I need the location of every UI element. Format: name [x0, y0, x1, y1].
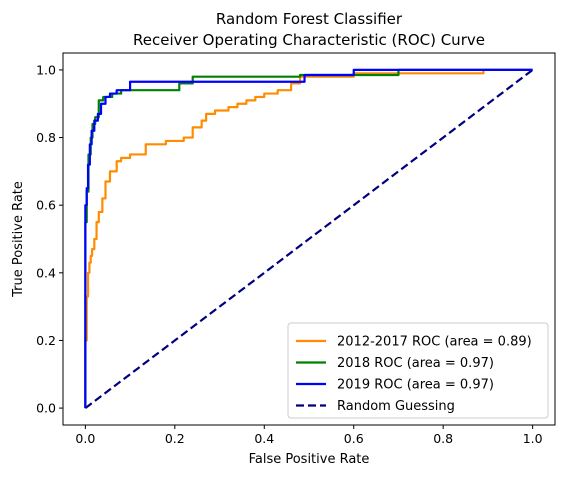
legend-label: 2012-2017 ROC (area = 0.89) [337, 335, 532, 350]
y-tick-label: 0.4 [36, 265, 56, 280]
series-line-2 [84, 68, 533, 409]
x-tick-label: 1.0 [523, 431, 543, 446]
legend-box [287, 322, 549, 419]
x-tick-label: 0.6 [344, 431, 364, 446]
series-line-3 [84, 69, 534, 409]
y-tick-label: 0.8 [36, 130, 56, 145]
plot-area [62, 52, 556, 426]
y-tick-label: 1.0 [36, 62, 56, 77]
chart-title-line-1: Random Forest Classifier [216, 10, 403, 28]
legend-label: 2019 ROC (area = 0.97) [337, 378, 494, 393]
series-line-0 [84, 68, 533, 409]
chart-title-line-2: Receiver Operating Characteristic (ROC) … [133, 31, 485, 49]
series-layer [84, 68, 534, 409]
legend-label: 2018 ROC (area = 0.97) [337, 356, 494, 371]
x-tick-label: 0.8 [433, 431, 453, 446]
legend-label: Random Guessing [337, 399, 455, 414]
y-tick-label: 0.6 [36, 198, 56, 213]
x-tick-label: 0.0 [75, 431, 95, 446]
y-tick-label: 0.0 [36, 401, 56, 416]
axis-ticks: 0.0 0.2 0.4 0.6 0.8 1.0 0.0 0.2 0.4 0.6 0.8 1.0 [36, 62, 543, 446]
y-tick-label: 0.2 [36, 333, 56, 348]
x-tick-label: 0.2 [165, 431, 185, 446]
x-tick-label: 0.4 [254, 431, 274, 446]
x-axis-label: False Positive Rate [249, 452, 370, 467]
legend: 2012-2017 ROC (area = 0.89) 2018 ROC (are… [287, 322, 549, 419]
y-axis-label: True Positive Rate [11, 181, 26, 298]
